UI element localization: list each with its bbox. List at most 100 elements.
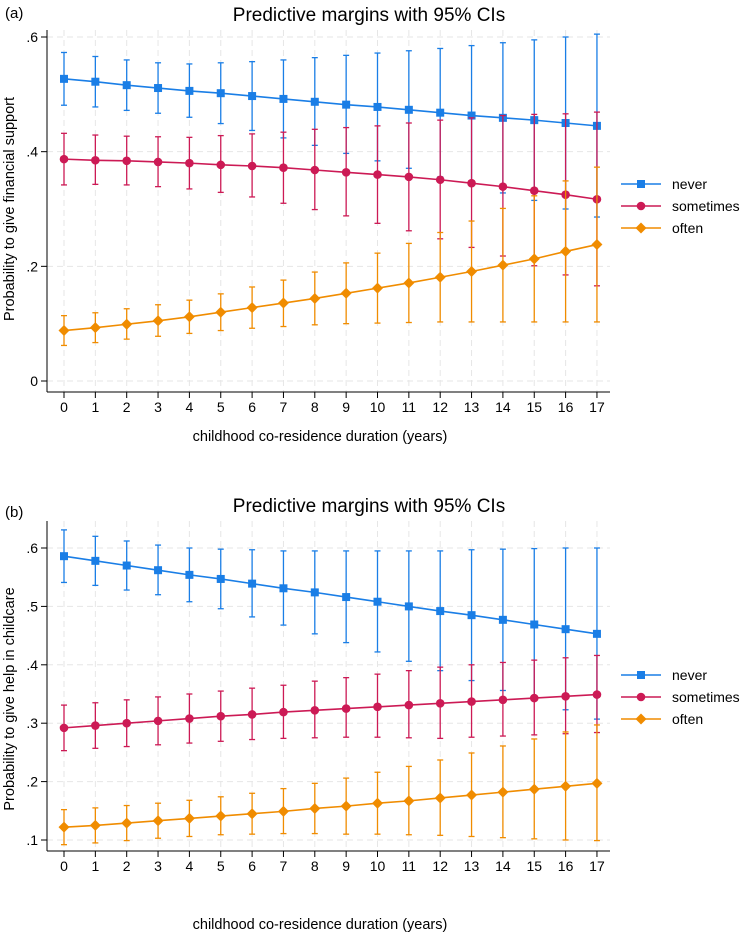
point-often-b [340, 800, 352, 812]
point-never-b [530, 620, 539, 629]
legend-label-often-b: often [672, 711, 703, 727]
point-sometimes-b [373, 702, 382, 712]
x-tick-label-a: 2 [123, 399, 131, 415]
y-tick-label-b: .4 [26, 657, 38, 673]
point-never-b [404, 602, 413, 611]
x-tick-label-b: 17 [589, 858, 605, 874]
point-sometimes-a [404, 172, 414, 182]
legend-label-sometimes-b: sometimes [672, 689, 740, 705]
x-tick-label-a: 8 [311, 399, 319, 415]
point-sometimes-b [435, 699, 445, 708]
point-often-a [497, 259, 509, 271]
point-often-b [560, 780, 572, 792]
point-sometimes-b [153, 716, 163, 726]
point-sometimes-b [561, 692, 570, 701]
point-sometimes-a [341, 168, 351, 177]
x-tick-label-a: 6 [248, 399, 256, 415]
point-often-b [434, 792, 446, 804]
x-tick-label-a: 15 [526, 399, 542, 415]
chart-panel-b: (b) Predictive margins with 95% CIs chil… [0, 469, 750, 938]
point-sometimes-a [373, 170, 382, 179]
point-often-a [372, 282, 383, 294]
x-tick-label-a: 7 [280, 399, 288, 415]
y-tick-label-b: .2 [26, 774, 38, 790]
x-tick-label-b: 10 [370, 858, 386, 874]
x-tick-label-b: 6 [248, 858, 256, 874]
x-tick-label-a: 0 [60, 399, 68, 415]
point-never-a [60, 74, 68, 83]
point-never-b [248, 579, 257, 588]
point-never-a [310, 97, 319, 106]
point-sometimes-a [498, 182, 508, 191]
point-often-a [309, 292, 321, 304]
x-tick-label-b: 4 [186, 858, 194, 874]
point-sometimes-b [185, 714, 194, 723]
point-often-b [277, 805, 289, 817]
point-never-b [185, 570, 194, 579]
point-never-b [467, 611, 476, 620]
point-often-a [152, 315, 164, 327]
point-never-b [498, 615, 507, 624]
y-axis-label-b: Probability to give help in childcare [2, 587, 18, 810]
x-tick-label-a: 10 [370, 399, 386, 415]
point-never-b [122, 561, 131, 570]
point-often-a [591, 239, 603, 251]
x-tick-label-a: 12 [432, 399, 448, 415]
point-often-b [183, 812, 195, 824]
x-tick-label-a: 4 [186, 399, 194, 415]
point-often-b [215, 810, 227, 822]
point-never-b [279, 584, 288, 593]
point-often-b [121, 817, 133, 829]
point-never-a [216, 89, 225, 98]
point-never-a [122, 81, 131, 90]
point-often-a [215, 306, 227, 318]
point-often-b [89, 819, 101, 831]
x-tick-label-b: 3 [154, 858, 162, 874]
point-often-a [277, 297, 289, 309]
point-often-b [246, 808, 258, 820]
series-line-sometimes-b [63, 693, 597, 729]
x-axis-label-a: childhood co-residence duration (years) [193, 429, 448, 445]
point-often-a [246, 302, 258, 314]
x-tick-label-b: 2 [123, 858, 131, 874]
point-sometimes-a [59, 154, 69, 164]
point-never-a [467, 111, 476, 120]
legend-marker-sometimes-a [636, 201, 646, 211]
x-tick-label-b: 9 [342, 858, 350, 874]
point-sometimes-a [279, 163, 288, 173]
x-tick-label-b: 0 [60, 858, 68, 874]
chart-b-svg: (b) Predictive margins with 95% CIs chil… [2, 496, 740, 933]
legend-marker-often-a [635, 222, 647, 234]
point-never-a [404, 105, 413, 114]
legend-label-never-a: never [672, 176, 707, 192]
point-never-b [436, 607, 445, 616]
series-line-often-b [63, 782, 598, 828]
y-tick-label-a: .2 [26, 258, 38, 274]
point-never-b [91, 556, 100, 565]
point-often-a [434, 271, 446, 283]
x-axis-label-b: childhood co-residence duration (years) [193, 917, 448, 933]
point-often-b [497, 786, 509, 798]
point-never-a [342, 100, 351, 109]
point-never-b [561, 625, 570, 634]
point-never-b [342, 593, 351, 602]
point-sometimes-b [122, 718, 131, 728]
x-tick-label-a: 13 [464, 399, 480, 415]
point-never-a [436, 108, 445, 117]
legend-label-often-a: often [672, 220, 703, 236]
point-sometimes-a [467, 178, 476, 188]
point-sometimes-a [216, 160, 226, 170]
x-tick-label-a: 14 [495, 399, 511, 415]
x-tick-label-b: 8 [311, 858, 319, 874]
point-often-a [403, 277, 415, 289]
legend-marker-never-b [637, 671, 645, 679]
point-often-a [121, 318, 133, 330]
point-sometimes-b [216, 711, 226, 721]
y-axis-label-a: Probability to give financial support [2, 97, 18, 321]
point-sometimes-b [247, 710, 257, 719]
x-tick-label-a: 16 [558, 399, 574, 415]
point-sometimes-a [529, 186, 539, 195]
point-sometimes-a [185, 158, 194, 168]
point-sometimes-b [341, 704, 351, 713]
panel-label-b: (b) [5, 504, 23, 521]
